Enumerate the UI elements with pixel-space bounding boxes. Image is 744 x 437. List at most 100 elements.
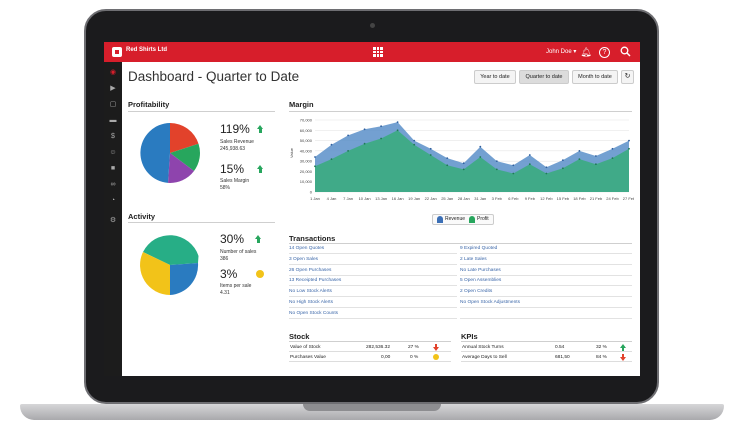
activity-heading: Activity xyxy=(128,212,156,221)
x-tick-label: 24 Feb xyxy=(606,196,619,201)
revenue-point[interactable] xyxy=(330,143,333,146)
profit-point[interactable] xyxy=(545,172,548,175)
profit-point[interactable] xyxy=(330,158,333,160)
transaction-link[interactable]: 2 Open Credits xyxy=(460,287,632,298)
period-month-button[interactable]: Month to date xyxy=(572,70,618,84)
sidebar-finance-icon[interactable]: $ xyxy=(111,133,115,140)
sidebar-settings-icon[interactable]: ⚙ xyxy=(109,217,117,224)
transaction-link[interactable]: 5 Open Assemblies xyxy=(460,276,632,287)
refresh-icon[interactable]: ↻ xyxy=(621,70,634,84)
profit-point[interactable] xyxy=(595,163,597,166)
profit-point[interactable] xyxy=(578,158,581,160)
help-icon[interactable]: ? xyxy=(599,47,610,58)
activity-pie xyxy=(140,235,199,295)
profit-point[interactable] xyxy=(413,143,416,146)
bell-icon[interactable]: 🔔︎ xyxy=(580,47,592,57)
revenue-point[interactable] xyxy=(413,139,416,142)
x-tick-label: 16 Jan xyxy=(392,196,404,201)
transaction-link[interactable]: No High Stock Alerts xyxy=(289,298,457,308)
profit-point[interactable] xyxy=(396,129,399,132)
sidebar-reports-icon[interactable]: ◔ xyxy=(110,197,116,204)
transaction-link[interactable]: No Open Stock Counts xyxy=(289,309,457,319)
revenue-point[interactable] xyxy=(380,125,382,128)
revenue-point[interactable] xyxy=(363,128,366,131)
revenue-legend-icon xyxy=(437,216,443,223)
neutral-indicator-icon xyxy=(433,354,439,360)
transaction-link[interactable]: No Low Stock Alerts xyxy=(289,287,457,298)
sidebar-contacts-icon[interactable]: ☺ xyxy=(109,149,117,156)
profit-point[interactable] xyxy=(479,156,482,158)
revenue-point[interactable] xyxy=(479,145,482,148)
sidebar-sales-icon[interactable]: ▶ xyxy=(110,85,116,92)
revenue-point[interactable] xyxy=(611,147,614,150)
sidebar-delivery-icon[interactable]: ■ xyxy=(110,165,116,172)
period-year-button[interactable]: Year to date xyxy=(474,70,516,84)
profit-point[interactable] xyxy=(562,167,564,170)
search-icon[interactable] xyxy=(619,46,631,58)
profit-point[interactable] xyxy=(347,150,349,152)
profit-point[interactable] xyxy=(314,165,316,168)
revenue-point[interactable] xyxy=(429,147,432,150)
x-tick-label: 28 Jan xyxy=(458,196,470,201)
x-tick-label: 4 Jan xyxy=(327,196,337,201)
transaction-link[interactable]: 13 Receipted Purchases xyxy=(289,276,457,287)
revenue-point[interactable] xyxy=(396,121,399,123)
profit-point[interactable] xyxy=(462,168,465,171)
brand-logo-icon[interactable] xyxy=(112,47,122,57)
profit-point[interactable] xyxy=(512,172,515,175)
transaction-link[interactable]: 9 Expired Quoted xyxy=(460,244,632,254)
user-menu[interactable]: John Doe ▾ xyxy=(546,49,577,55)
pie-slice xyxy=(143,235,199,265)
divider xyxy=(128,222,275,223)
revenue-point[interactable] xyxy=(528,154,531,156)
revenue-point[interactable] xyxy=(578,150,581,152)
revenue-point[interactable] xyxy=(595,155,597,157)
transaction-link[interactable]: 26 Open Purchases xyxy=(289,266,457,276)
main-content: Dashboard - Quarter to Date Year to date… xyxy=(122,62,640,376)
revenue-point[interactable] xyxy=(628,139,630,142)
profit-point[interactable] xyxy=(528,163,531,166)
legend-revenue[interactable]: Revenue xyxy=(445,216,466,222)
kpi-value: 681,50 xyxy=(555,355,570,360)
profit-point[interactable] xyxy=(363,142,366,145)
app-grid-icon[interactable] xyxy=(373,47,383,57)
org-name: Red Shirts Ltd xyxy=(126,47,168,53)
divider xyxy=(289,111,632,112)
profit-point[interactable] xyxy=(429,154,432,156)
y-tick-label: 0 xyxy=(310,190,313,195)
legend-profit[interactable]: Profit xyxy=(477,216,489,222)
x-tick-label: 31 Jan xyxy=(474,196,486,201)
transaction-link[interactable]: No Open Stock Adjustments xyxy=(460,298,632,308)
revenue-point[interactable] xyxy=(495,160,498,162)
revenue-point[interactable] xyxy=(314,156,316,158)
revenue-point[interactable] xyxy=(562,159,564,161)
profit-point[interactable] xyxy=(628,147,630,150)
stock-pct: 27 % xyxy=(408,345,419,350)
stock-label: Purchases Value xyxy=(290,355,326,360)
transaction-link[interactable]: 3 Open Sales xyxy=(289,255,457,265)
revenue-point[interactable] xyxy=(347,134,349,137)
top-bar: Red Shirts Ltd John Doe ▾ 🔔︎ ? xyxy=(104,42,640,62)
profit-point[interactable] xyxy=(446,164,449,167)
stock-row: Purchases Value 0,00 0 % xyxy=(289,353,451,362)
app-screen: Red Shirts Ltd John Doe ▾ 🔔︎ ? ◉ ▶ ▢ ▬ $… xyxy=(104,42,640,376)
revenue-point[interactable] xyxy=(462,162,465,165)
profit-point[interactable] xyxy=(380,137,382,140)
sidebar-dashboard-icon[interactable]: ◉ xyxy=(109,69,117,76)
transaction-link[interactable]: 14 Open Quotes xyxy=(289,244,457,254)
sidebar-inventory-icon[interactable]: ▢ xyxy=(109,101,117,108)
revenue-point[interactable] xyxy=(512,164,515,167)
profitability-heading: Profitability xyxy=(128,100,170,109)
revenue-point[interactable] xyxy=(545,166,548,169)
sidebar-purchases-icon[interactable]: ▬ xyxy=(109,117,117,124)
sidebar-links-icon[interactable]: ∞ xyxy=(110,181,116,188)
transaction-link[interactable]: No Late Purchases xyxy=(460,266,632,276)
revenue-point[interactable] xyxy=(446,157,449,159)
transaction-link[interactable]: 2 Late Sales xyxy=(460,255,632,265)
sales-margin-percent: 15% xyxy=(220,162,245,176)
x-tick-label: 25 Jan xyxy=(441,196,453,201)
items-per-sale-label: Items per sale xyxy=(220,283,252,289)
profit-point[interactable] xyxy=(495,168,498,171)
period-quarter-button[interactable]: Quarter to date xyxy=(519,70,569,84)
profit-point[interactable] xyxy=(611,157,614,159)
